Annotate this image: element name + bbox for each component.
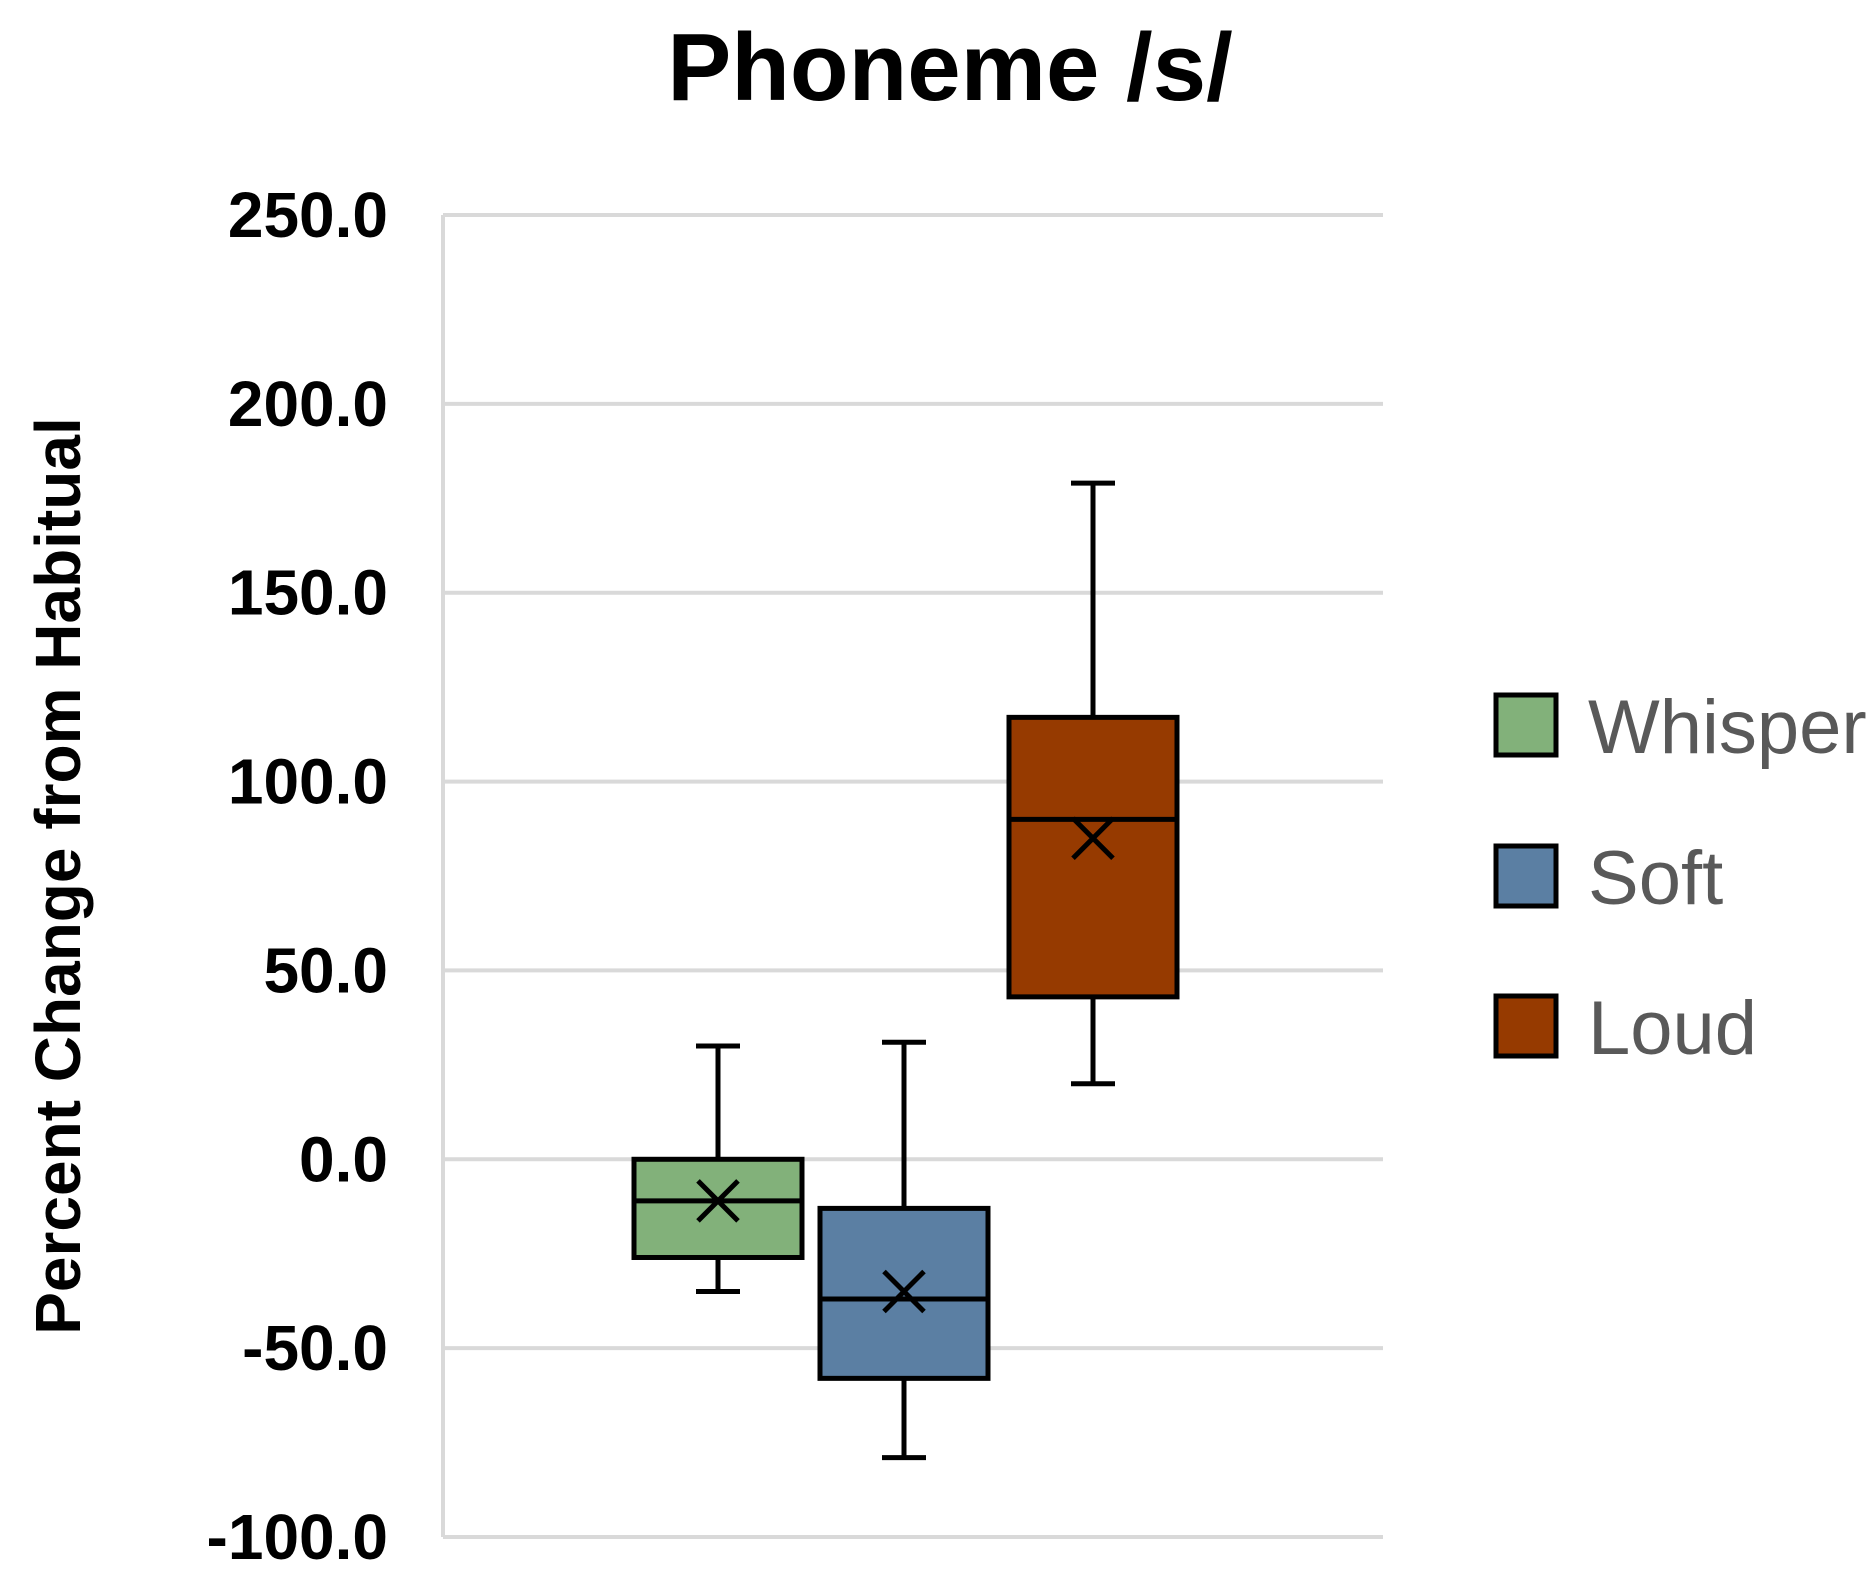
legend-swatch [1493, 993, 1559, 1059]
mean-marker-stroke [696, 1179, 740, 1223]
y-tick-label: -50.0 [242, 1312, 388, 1384]
box-loud [1006, 480, 1180, 1087]
mean-marker [882, 1269, 926, 1314]
legend-label: Loud [1588, 986, 1757, 1071]
legend-label: Whisper [1588, 685, 1867, 770]
legend-swatch [1493, 692, 1559, 758]
y-tick-label: -100.0 [207, 1501, 388, 1573]
chart-title: Phoneme /s/ [667, 14, 1233, 121]
box-soft [817, 1039, 991, 1461]
legend-swatch [1493, 843, 1559, 909]
legend-item-loud: Loud [1493, 986, 1757, 1071]
y-tick-label: 0.0 [299, 1123, 388, 1195]
box-whisper [631, 1043, 805, 1294]
gridlines [443, 213, 1383, 1539]
box-iqr [631, 1156, 805, 1260]
legend-item-soft: Soft [1493, 836, 1723, 921]
y-axis-label: Percent Change from Habitual [22, 417, 94, 1335]
legend-item-whisper: Whisper [1493, 685, 1867, 770]
y-tick-label: 100.0 [228, 746, 388, 818]
box-iqr [1006, 714, 1180, 1000]
legend: Whisper Soft Loud [1493, 685, 1867, 1071]
legend-label: Soft [1588, 836, 1723, 921]
mean-marker-stroke [1071, 816, 1115, 860]
mean-marker-stroke [882, 1269, 926, 1314]
y-tick-label: 50.0 [263, 934, 388, 1006]
y-axis-ticks: -100.0 -50.0 0.0 50.0 100.0 150.0 200.0 250.0 [207, 179, 388, 1573]
y-tick-label: 200.0 [228, 368, 388, 440]
mean-marker [696, 1179, 740, 1223]
boxes [631, 480, 1180, 1461]
y-tick-label: 150.0 [228, 557, 388, 629]
mean-marker [1071, 816, 1115, 860]
y-tick-label: 250.0 [228, 179, 388, 251]
